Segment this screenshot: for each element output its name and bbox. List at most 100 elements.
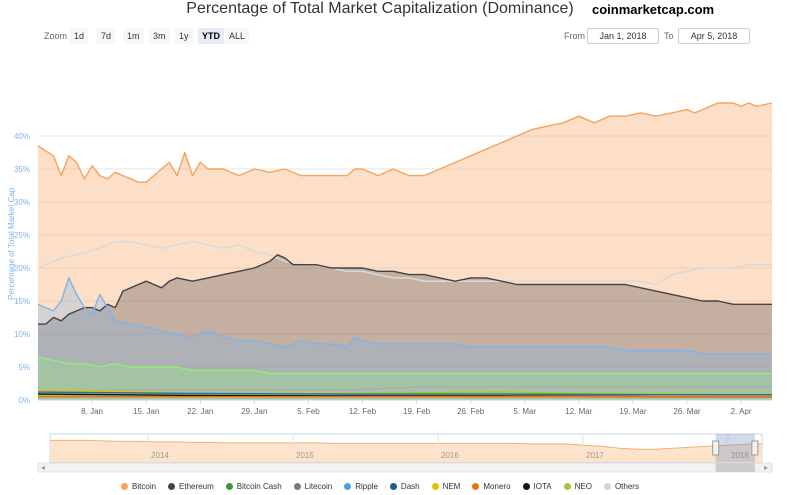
legend-label: Litecoin — [304, 482, 333, 491]
x-tick-label: 22. Jan — [187, 407, 213, 416]
x-tick-label: 19. Mar — [619, 407, 646, 416]
zoom-button-3m[interactable]: 3m — [149, 28, 170, 44]
x-tick-label: 5. Mar — [513, 407, 536, 416]
legend-item-ethereum[interactable]: Ethereum — [168, 482, 214, 491]
series-areas — [38, 103, 772, 400]
legend-label: Bitcoin Cash — [236, 482, 282, 491]
series-line-bitcoin-cash — [37, 356, 772, 375]
legend-item-nem[interactable]: NEM — [431, 482, 461, 491]
series-line-bitcoin — [37, 102, 773, 183]
navigator-year-label: 2015 — [296, 451, 314, 460]
x-tick-label: 8. Jan — [81, 407, 103, 416]
series-area-ethereum — [38, 254, 772, 400]
scrollbar-track — [37, 462, 773, 473]
legend-item-bitcoin-cash[interactable]: Bitcoin Cash — [225, 482, 282, 491]
legend-dot-icon — [472, 483, 480, 490]
navigator-line — [50, 439, 763, 450]
y-tick-label: 35% — [14, 165, 30, 174]
y-tick-label: 20% — [14, 264, 30, 273]
brand-logo-text: coinmarketcap.com — [592, 2, 715, 17]
legend-item-bitcoin[interactable]: Bitcoin — [121, 482, 156, 491]
legend-dot-icon — [168, 483, 176, 490]
scrollbar-right-arrow-icon[interactable]: ▸ — [764, 463, 768, 472]
legend-dot-icon — [563, 483, 571, 490]
y-tick-label: 10% — [14, 330, 30, 339]
legend-label: NEO — [574, 482, 592, 491]
legend-item-others[interactable]: Others — [603, 482, 639, 491]
navigator-year-label: 2016 — [441, 451, 459, 460]
legend-item-monero[interactable]: Monero — [472, 482, 511, 491]
series-area-ripple — [38, 277, 772, 400]
zoom-label: Zoom — [44, 31, 68, 41]
x-tick-label: 12. Feb — [349, 407, 377, 416]
navigator-selection — [715, 434, 755, 462]
legend-dot-icon — [344, 483, 352, 490]
y-tick-label: 30% — [14, 198, 30, 207]
scrollbar-thumb[interactable] — [715, 463, 755, 472]
navigator-handle-right[interactable] — [751, 440, 759, 456]
y-tick-label: 25% — [14, 231, 30, 240]
scrollbar-left-arrow-icon[interactable]: ◂ — [41, 463, 45, 472]
x-axis: 8. Jan 15. Jan 22. Jan 29. Jan 5. Feb 12. Feb… — [38, 399, 772, 416]
x-tick-label: 2. Apr — [731, 407, 752, 416]
x-tick-label: 29. Jan — [241, 407, 267, 416]
zoom-button-7d[interactable]: 7d — [97, 28, 116, 44]
x-tick-label: 26. Mar — [673, 407, 700, 416]
to-date-input[interactable]: Apr 5, 2018 — [678, 28, 750, 44]
chart-title: Percentage of Total Market Capitalizatio… — [186, 0, 574, 17]
zoom-button-1d[interactable]: 1d — [70, 28, 89, 44]
series-area-bitcoin — [38, 103, 772, 400]
legend-dot-icon — [225, 483, 233, 490]
series-area-bitcoin-cash — [38, 357, 772, 400]
x-tick-label: 15. Jan — [133, 407, 159, 416]
zoom-button-all[interactable]: ALL — [225, 28, 250, 44]
legend-label: Bitcoin — [132, 482, 157, 491]
x-tick-label: 5. Feb — [297, 407, 320, 416]
legend-dot-icon — [121, 483, 129, 490]
y-tick-label: 0% — [18, 396, 30, 405]
legend-label: Others — [614, 482, 639, 491]
zoom-button-1m[interactable]: 1m — [123, 28, 144, 44]
legend-dot-icon — [389, 483, 397, 490]
series-line-others — [37, 240, 772, 286]
from-date-input[interactable]: Jan 1, 2018 — [587, 28, 659, 44]
series-line-litecoin — [38, 386, 772, 391]
legend-label: Ripple — [355, 482, 378, 491]
legend-item-dash[interactable]: Dash — [389, 482, 420, 491]
navigator[interactable]: 2014 2015 2016 2017 2018 ◂ ▸ — [37, 433, 773, 473]
legend-label: Dash — [400, 482, 420, 491]
legend-item-litecoin[interactable]: Litecoin — [293, 482, 333, 491]
series-lines — [37, 102, 773, 398]
legend-dot-icon — [603, 483, 611, 490]
y-tick-label: 5% — [18, 363, 30, 372]
y-axis: 0% 5% 10% 15% 20% 25% 30% 35% 40% — [14, 132, 30, 405]
series-line-ripple — [37, 277, 772, 355]
y-axis-label: Percentage of Total Market Cap — [7, 187, 16, 300]
legend-item-ripple[interactable]: Ripple — [344, 482, 378, 491]
navigator-year-label: 2014 — [151, 451, 169, 460]
legend: Bitcoin Ethereum Bitcoin Cash Litecoin Rippl… — [0, 482, 760, 491]
to-label: To — [664, 31, 674, 41]
legend-dot-icon — [431, 483, 439, 490]
x-tick-label: 26. Feb — [457, 407, 485, 416]
from-label: From — [564, 31, 585, 41]
legend-item-iota[interactable]: IOTA — [522, 482, 552, 491]
y-tick-label: 15% — [14, 297, 30, 306]
zoom-button-ytd[interactable]: YTD — [198, 28, 224, 44]
navigator-handle-left[interactable] — [712, 440, 720, 456]
legend-label: IOTA — [533, 482, 552, 491]
legend-label: Ethereum — [179, 482, 214, 491]
zoom-button-1y[interactable]: 1y — [175, 28, 193, 44]
x-tick-label: 12. Mar — [565, 407, 592, 416]
legend-dot-icon — [293, 483, 301, 490]
navigator-year-label: 2017 — [586, 451, 604, 460]
y-tick-label: 40% — [14, 132, 30, 141]
series-line-ethereum — [38, 254, 772, 325]
legend-label: NEM — [442, 482, 461, 491]
legend-item-neo[interactable]: NEO — [563, 482, 592, 491]
legend-label: Monero — [483, 482, 511, 491]
legend-dot-icon — [522, 483, 530, 490]
x-tick-label: 19. Feb — [403, 407, 431, 416]
navigator-year-label: 2018 — [731, 451, 749, 460]
